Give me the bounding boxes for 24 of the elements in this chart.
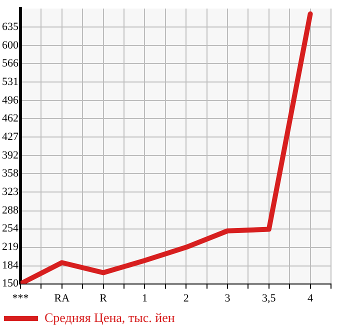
y-tick-label: 531: [2, 76, 18, 88]
y-tick-label: 323: [2, 186, 19, 198]
y-tick-label: 392: [2, 150, 18, 162]
x-tick-label: 2: [183, 292, 189, 304]
y-tick-label: 635: [2, 21, 19, 34]
y-tick-label: 427: [2, 131, 19, 144]
y-tick-label: 600: [2, 40, 19, 52]
y-tick-label: 358: [2, 168, 19, 180]
legend-label: Средняя Цена, тыс. йен: [44, 310, 175, 325]
y-tick-label: 254: [2, 222, 19, 235]
y-tick-label: 496: [2, 94, 19, 107]
x-tick-label: 4: [308, 292, 314, 304]
x-tick-label: RA: [54, 292, 70, 304]
x-tick-label: 3: [224, 292, 231, 304]
y-tick-label: 150: [2, 278, 19, 290]
y-tick-label: 219: [2, 241, 19, 254]
x-tick-label: ***: [12, 292, 29, 304]
y-tick-label: 288: [2, 204, 19, 217]
x-tick-label: 1: [142, 292, 148, 304]
x-tick-label: R: [100, 292, 108, 304]
y-tick-label: 462: [2, 112, 18, 125]
y-tick-label: 184: [2, 260, 19, 272]
x-tick-label: 3,5: [262, 292, 276, 304]
y-tick-label: 566: [2, 58, 19, 70]
